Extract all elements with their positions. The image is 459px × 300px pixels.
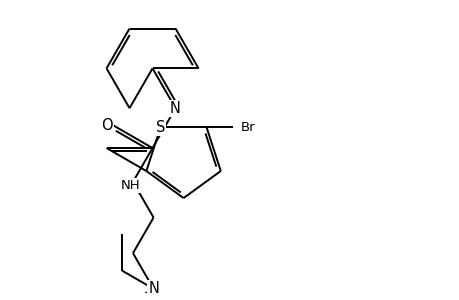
Text: NH: NH [121,179,140,192]
Text: N: N [170,101,180,116]
Text: Br: Br [240,121,254,134]
Text: S: S [156,120,165,135]
Text: N: N [148,281,159,296]
Text: O: O [101,118,112,133]
